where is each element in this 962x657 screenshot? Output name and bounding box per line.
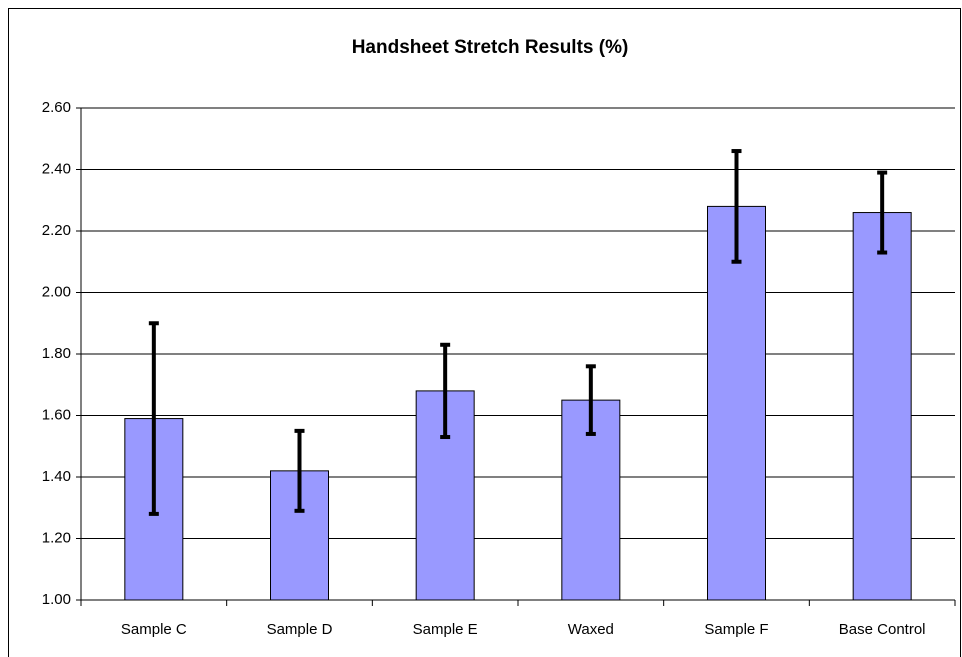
x-tick-label: Waxed [568, 621, 614, 638]
x-tick-label: Sample F [704, 621, 768, 638]
y-tick-label: 1.00 [42, 591, 71, 608]
bar [852, 212, 912, 601]
y-tick-label: 2.40 [42, 160, 71, 177]
y-tick-label: 2.20 [42, 222, 71, 239]
error-bar [877, 170, 888, 255]
error-bar [294, 428, 305, 513]
error-bar [440, 342, 451, 440]
y-tick-label: 1.60 [42, 406, 71, 423]
y-tick-label: 1.40 [42, 468, 71, 485]
x-tick-label: Base Control [839, 621, 926, 638]
y-tick-label: 2.60 [42, 99, 71, 116]
x-tick-label: Sample C [121, 621, 187, 638]
bar [707, 205, 766, 601]
error-bar [585, 364, 596, 436]
y-tick-label: 2.00 [42, 283, 71, 300]
y-tick-label: 1.80 [42, 345, 71, 362]
x-tick-label: Sample D [267, 621, 333, 638]
error-bar [731, 149, 742, 264]
error-bar [148, 321, 159, 516]
y-tick-label: 1.20 [42, 529, 71, 546]
chart-title: Handsheet Stretch Results (%) [352, 37, 629, 58]
chart-border [8, 8, 961, 657]
x-tick-label: Sample E [413, 621, 478, 638]
